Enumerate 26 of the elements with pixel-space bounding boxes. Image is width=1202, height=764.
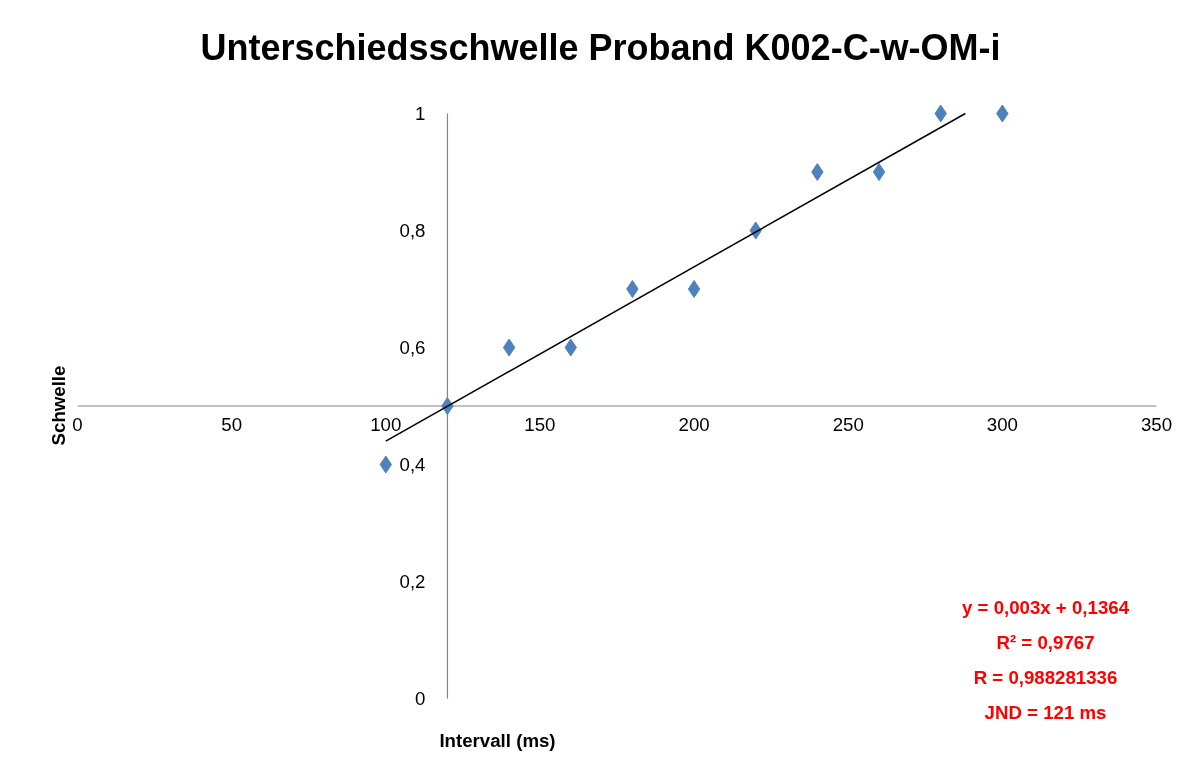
point (872, 163, 886, 181)
y-tick-label: 0,2 (399, 571, 426, 592)
x-tick-label: 200 (678, 414, 710, 435)
x-axis-title: Intervall (ms) (439, 730, 556, 751)
y-tick-label: 0,8 (399, 220, 426, 241)
y-tick-label: 0,6 (399, 337, 426, 358)
x-tick-label: 50 (221, 414, 243, 435)
x-tick-label: 350 (1140, 414, 1173, 435)
point (811, 163, 824, 181)
x-tick-label: 0 (72, 414, 83, 435)
x-tick-label: 250 (832, 414, 864, 435)
point (687, 280, 701, 298)
y-axis-title: Schwelle (48, 365, 69, 446)
annotation: R = 0,988281336 (973, 667, 1118, 688)
text: JND = 121 ms (984, 702, 1107, 723)
y-tick-label: 1 (415, 103, 426, 124)
y-tick-label: 0,4 (399, 454, 426, 475)
x-tick-label: 150 (524, 414, 556, 435)
annotation: R² = 0,9767 (996, 632, 1095, 653)
chart-title: Unterschiedsschwelle Proband K002-C-w-OM-i (200, 27, 1001, 68)
x-tick-label: 100 (370, 414, 402, 435)
x-tick-label: 300 (986, 414, 1018, 435)
point (502, 338, 516, 357)
annotation: y = 0,003x + 0,1364 (961, 597, 1130, 618)
y-tick-label: 0 (415, 688, 426, 709)
point (626, 280, 639, 298)
